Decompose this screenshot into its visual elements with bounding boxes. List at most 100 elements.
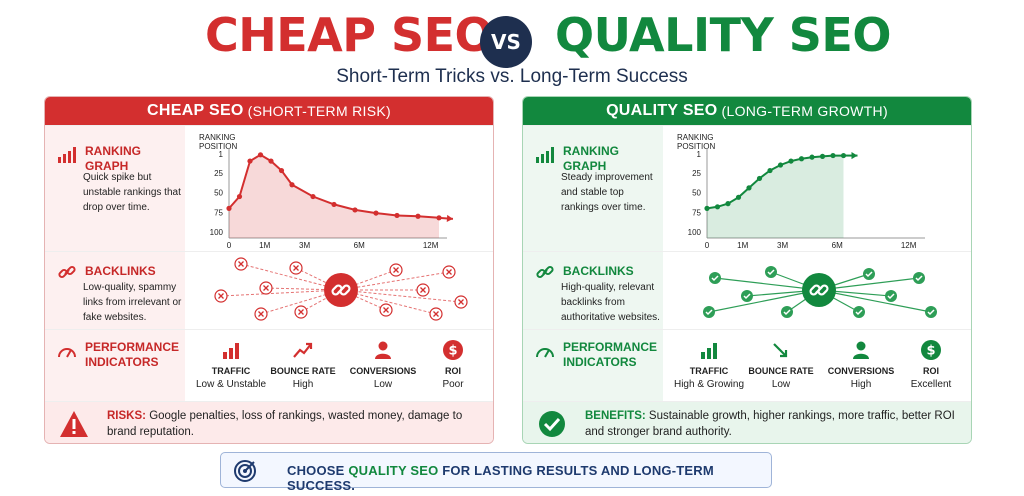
quality-ranking-title: RANKING GRAPH bbox=[563, 144, 619, 173]
quality-seo-title: QUALITY SEO bbox=[555, 8, 891, 62]
ranking-area bbox=[707, 155, 844, 238]
user-icon bbox=[375, 341, 391, 359]
y-tick-label: 75 bbox=[214, 208, 223, 217]
y-axis-label: POSITION bbox=[677, 142, 715, 151]
cheap-kpi-roi: $ ROI Poor bbox=[413, 338, 493, 390]
quality-panel-title: QUALITY SEO bbox=[606, 102, 718, 119]
ranking-point bbox=[809, 154, 815, 160]
ranking-point bbox=[289, 182, 295, 188]
ranking-point bbox=[247, 158, 253, 164]
gauge-icon bbox=[58, 348, 76, 358]
x-tick-label: 6M bbox=[832, 241, 843, 250]
y-axis-label: RANKING bbox=[199, 133, 235, 142]
ranking-point bbox=[819, 153, 826, 159]
risks-label: RISKS: bbox=[107, 410, 146, 422]
cheap-risks-row: RISKS: Google penalties, loss of ranking… bbox=[45, 401, 493, 443]
cheap-performance-row: PERFORMANCE INDICATORS TRAFFIC Low & Uns… bbox=[45, 329, 493, 401]
quality-kpi-traffic: TRAFFIC High & Growing bbox=[669, 338, 749, 390]
cheap-seo-panel: CHEAP SEO (SHORT-TERM RISK) RANKING GRAP… bbox=[44, 96, 494, 444]
y-tick-label: 25 bbox=[692, 169, 701, 178]
ranking-point bbox=[798, 156, 805, 162]
link-icon bbox=[536, 265, 554, 279]
ranking-point bbox=[777, 162, 784, 168]
trend-down-icon bbox=[773, 343, 788, 358]
cheap-kpi-bounce: BOUNCE RATE High bbox=[263, 338, 343, 390]
quality-backlinks-title: BACKLINKS bbox=[563, 264, 634, 278]
ranking-point bbox=[714, 204, 721, 210]
cheap-kpis: TRAFFIC Low & Unstable BOUNCE RATE High … bbox=[191, 330, 491, 402]
cheap-performance-title: PERFORMANCE INDICATORS bbox=[85, 340, 180, 369]
risks-text: Google penalties, loss of rankings, wast… bbox=[107, 410, 463, 438]
x-tick-label: 12M bbox=[423, 241, 439, 250]
dollar-icon: $ bbox=[443, 340, 463, 360]
cheap-panel-title: CHEAP SEO bbox=[147, 102, 244, 119]
y-tick-label: 75 bbox=[692, 208, 701, 217]
quality-seo-panel: QUALITY SEO (LONG-TERM GROWTH) RANKING G… bbox=[522, 96, 972, 444]
subtitle: Short-Term Tricks vs. Long-Term Success bbox=[336, 66, 688, 87]
ranking-point bbox=[415, 213, 421, 219]
cta-text: CHOOSE QUALITY SEO FOR LASTING RESULTS A… bbox=[287, 463, 714, 493]
ranking-point bbox=[226, 205, 232, 211]
ranking-point bbox=[268, 158, 274, 164]
ranking-point bbox=[257, 152, 264, 158]
quality-kpi-roi: $ ROI Excellent bbox=[891, 338, 971, 390]
x-tick-label: 1M bbox=[737, 241, 748, 250]
cheap-backlinks-title: BACKLINKS bbox=[85, 264, 156, 278]
user-icon bbox=[853, 341, 869, 359]
x-tick-label: 0 bbox=[705, 241, 710, 250]
cheap-ranking-chart: RANKINGPOSITION125507510001M3M6M12MTIME bbox=[199, 133, 454, 250]
quality-ranking-row: RANKING GRAPH Steady improvement and sta… bbox=[523, 125, 971, 251]
quality-performance-title: PERFORMANCE INDICATORS bbox=[563, 340, 658, 369]
title-row: CHEAP SEO VS QUALITY SEO bbox=[0, 6, 1024, 68]
cheap-kpi-conversions: CONVERSIONS Low bbox=[343, 338, 423, 390]
link-icon bbox=[58, 265, 76, 279]
quality-kpis: TRAFFIC High & Growing BOUNCE RATE Low C… bbox=[669, 330, 969, 402]
cheap-kpi-traffic: TRAFFIC Low & Unstable bbox=[191, 338, 271, 390]
cheap-backlinks-row: BACKLINKS Low-quality, spammy links from… bbox=[45, 251, 493, 329]
benefits-text: Sustainable growth, higher rankings, mor… bbox=[585, 410, 955, 438]
y-tick-label: 25 bbox=[214, 169, 223, 178]
bar-chart-icon bbox=[223, 343, 239, 359]
ranking-point bbox=[310, 193, 316, 200]
ranking-point bbox=[735, 194, 742, 200]
benefits-label: BENEFITS: bbox=[585, 410, 646, 422]
cta-banner: CHOOSE QUALITY SEO FOR LASTING RESULTS A… bbox=[220, 452, 772, 493]
quality-kpi-bounce: BOUNCE RATE Low bbox=[741, 338, 821, 390]
ranking-point bbox=[830, 152, 836, 159]
ranking-area bbox=[229, 154, 439, 238]
cheap-ranking-title: RANKING GRAPH bbox=[85, 144, 141, 173]
ranking-point bbox=[725, 201, 731, 207]
dollar-icon: $ bbox=[921, 340, 941, 360]
quality-backlinks-row: BACKLINKS High-quality, relevant backlin… bbox=[523, 251, 971, 329]
y-axis-label: POSITION bbox=[199, 142, 237, 151]
ranking-point bbox=[236, 193, 243, 200]
ranking-point bbox=[352, 207, 358, 213]
quality-panel-header: QUALITY SEO (LONG-TERM GROWTH) bbox=[523, 97, 971, 125]
quality-panel-subtitle: (LONG-TERM GROWTH) bbox=[721, 103, 888, 119]
cheap-ranking-row: RANKING GRAPH Quick spike but unstable r… bbox=[45, 125, 493, 251]
warning-icon bbox=[60, 411, 88, 437]
quality-backlinks-diagram bbox=[703, 266, 937, 318]
y-tick-label: 50 bbox=[214, 189, 223, 198]
trend-up-icon bbox=[293, 342, 313, 358]
x-tick-label: 6M bbox=[354, 241, 365, 250]
bar-chart-icon bbox=[701, 343, 717, 359]
svg-text:$: $ bbox=[448, 344, 457, 359]
y-tick-label: 1 bbox=[219, 150, 224, 159]
x-tick-label: 1M bbox=[259, 241, 270, 250]
x-tick-label: 3M bbox=[299, 241, 310, 250]
vs-badge: VS bbox=[480, 16, 532, 68]
cheap-backlinks-desc: Low-quality, spammy links from irrelevan… bbox=[83, 282, 182, 323]
check-circle-icon bbox=[539, 411, 565, 437]
gauge-icon bbox=[536, 348, 554, 358]
x-tick-label: 3M bbox=[777, 241, 788, 250]
cheap-backlinks-diagram bbox=[214, 257, 468, 321]
ranking-point bbox=[788, 158, 794, 164]
cheap-panel-subtitle: (SHORT-TERM RISK) bbox=[247, 103, 391, 119]
quality-performance-row: PERFORMANCE INDICATORS TRAFFIC High & Gr… bbox=[523, 329, 971, 401]
quality-benefits-row: BENEFITS: Sustainable growth, higher ran… bbox=[523, 401, 971, 443]
cheap-panel-header: CHEAP SEO (SHORT-TERM RISK) bbox=[45, 97, 493, 125]
target-icon bbox=[234, 460, 256, 482]
y-tick-label: 100 bbox=[688, 228, 702, 237]
ranking-point bbox=[756, 175, 763, 182]
